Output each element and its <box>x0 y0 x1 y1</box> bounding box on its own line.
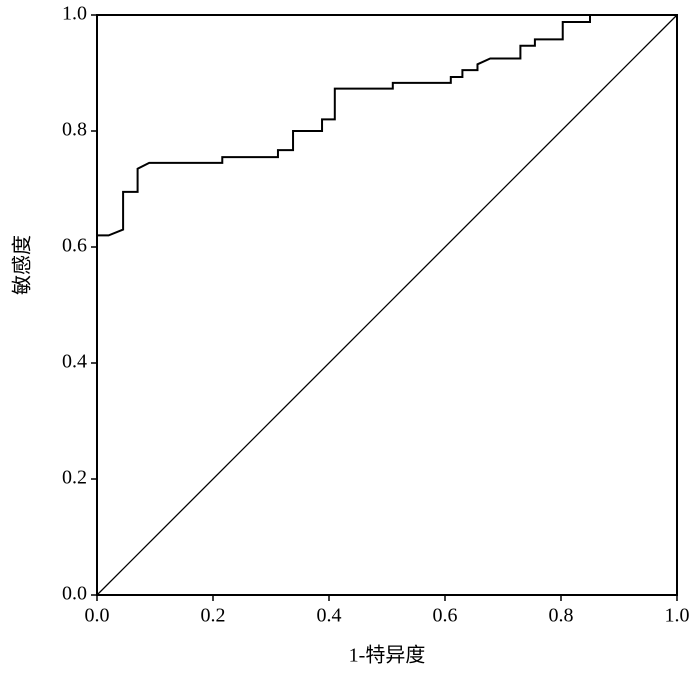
x-tick-label: 0.4 <box>317 605 342 627</box>
x-tick-label: 0.0 <box>85 605 110 627</box>
x-tick-label: 0.6 <box>433 605 458 627</box>
line-series <box>97 14 677 237</box>
y-tick-label: 0.0 <box>62 583 87 605</box>
y-tick-label: 0.6 <box>62 235 87 257</box>
x-tick-label: 1.0 <box>665 605 690 627</box>
x-tick-label: 0.2 <box>201 605 226 627</box>
y-tick-label: 0.4 <box>62 351 87 373</box>
y-tick-label: 1.0 <box>62 3 87 25</box>
y-tick-label: 0.2 <box>62 467 87 489</box>
x-tick-label: 0.8 <box>549 605 574 627</box>
plot-frame <box>96 14 678 596</box>
x-axis-label: 1-特异度 <box>349 644 426 667</box>
y-tick-label: 0.8 <box>62 119 87 141</box>
y-axis-label: 敏感度 <box>11 235 34 295</box>
line-series <box>96 14 678 596</box>
